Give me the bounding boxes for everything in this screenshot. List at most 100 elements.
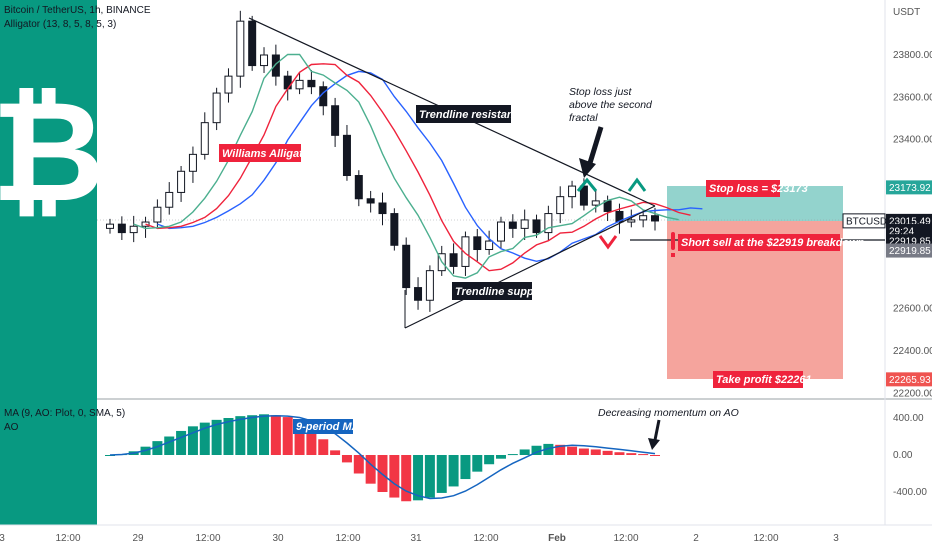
stop-note-line-3: fractal [569, 112, 598, 124]
time-tick-label: 30 [272, 533, 284, 544]
ao-bar [365, 455, 376, 484]
candle-body [378, 202, 387, 215]
price-tick-label: 23800.00 [893, 50, 932, 61]
ao-bar [543, 443, 554, 455]
ao-bar [650, 455, 660, 456]
ao-tick-label: 0.00 [893, 450, 913, 461]
williams-alligator-callout-bg [219, 144, 301, 162]
time-tick-label: 3 [0, 533, 5, 544]
time-tick-label: 12:00 [335, 533, 360, 544]
logo-panel [0, 0, 97, 525]
ao-legend[interactable]: AO [4, 422, 19, 433]
candle-body [591, 200, 600, 206]
ao-bar [306, 429, 317, 455]
exclamation-icon [671, 232, 675, 250]
ao-bar [484, 455, 495, 465]
price-tick-label: 23600.00 [893, 92, 932, 103]
short-sell-callout-bg [678, 234, 840, 251]
ao-bar [247, 415, 258, 455]
ao-axis: 400.00 0.00 -400.00 [893, 413, 927, 498]
time-tick-label: 3 [833, 533, 839, 544]
stop-note-line-1: Stop loss just [569, 86, 633, 98]
candle-body [639, 215, 648, 221]
ao-bar [389, 455, 400, 498]
down-fractal-icon [598, 235, 618, 250]
candle-body [106, 223, 114, 229]
candle-body [342, 134, 351, 177]
ao-tick-label: -400.00 [893, 487, 927, 498]
ao-bar [341, 455, 352, 463]
candle-body [402, 244, 411, 289]
candle-body [366, 198, 375, 204]
candle-body [236, 20, 245, 77]
ao-bar [578, 448, 589, 455]
time-tick-label: 2 [693, 533, 699, 544]
ao-bar [187, 426, 198, 455]
price-tag-label: 22919.85 [889, 246, 931, 257]
price-tag-bg [842, 213, 886, 229]
ao-ma-legend[interactable]: MA (9, AO: Plot, 0, SMA, 5) [4, 408, 126, 419]
ao-bar [152, 441, 163, 455]
stop-loss-callout-bg [706, 180, 780, 197]
price-tag-bg [886, 180, 932, 195]
price-tick-label: 22200.00 [893, 388, 932, 399]
time-tick-label: Feb [548, 533, 566, 544]
candle-body [414, 287, 423, 301]
take-profit-callout: Take profit $22261 [716, 374, 812, 386]
candle-body [188, 153, 197, 172]
ao-bar [460, 455, 471, 480]
candle-body [615, 210, 624, 223]
ao-bar [507, 454, 518, 456]
candle-body [532, 219, 541, 234]
trendline-support-callout: Trendline support [455, 286, 550, 298]
ao-bar [282, 417, 293, 455]
up-fractal-icon [576, 177, 598, 192]
stop-note-line-2: above the second [569, 99, 653, 111]
momentum-arrow-icon [648, 419, 661, 450]
ao-layer [105, 414, 660, 502]
candle-body [496, 221, 505, 242]
candle-body [473, 236, 482, 251]
up-fractal-icon [627, 177, 647, 192]
candle-body [651, 215, 659, 222]
price-axis: 23800.00 23600.00 23400.00 22600.00 22400.00… [893, 50, 932, 399]
ao-bar [176, 430, 187, 455]
candle-body [508, 221, 517, 229]
price-tag-label: BTCUSDT [846, 216, 893, 227]
candle-body [177, 170, 186, 193]
ao-bar [199, 422, 210, 455]
price-tick-label: 22400.00 [893, 346, 932, 357]
price-tick-label: 23400.00 [893, 135, 932, 146]
ao-bar [413, 455, 424, 501]
symbol-title[interactable]: Bitcoin / TetherUS, 1h, BINANCE [4, 5, 151, 16]
nine-ma-callout: 9-period MA [296, 421, 360, 433]
ao-ma-line [109, 414, 656, 500]
candle-body [129, 225, 138, 234]
momentum-note: Decreasing momentum on AO [598, 407, 739, 419]
currency-label: USDT [893, 7, 920, 18]
candle-body [544, 213, 553, 234]
candle-body [165, 191, 174, 208]
ao-bar [211, 419, 222, 455]
ao-bar [519, 449, 530, 455]
candle-body [331, 105, 340, 136]
time-tick-label: 12:00 [55, 533, 80, 544]
ao-bar [235, 416, 246, 455]
ao-bar [495, 455, 506, 459]
candle-body [568, 185, 577, 198]
alligator-legend[interactable]: Alligator (13, 8, 5, 8, 5, 3) [4, 19, 117, 30]
take-profit-callout-bg [713, 371, 803, 388]
time-tick-label: 31 [410, 533, 422, 544]
stop-loss-callout: Stop loss = $23173 [709, 183, 808, 195]
ao-bar [472, 455, 483, 472]
candle-body [271, 54, 280, 77]
time-tick-label: 12:00 [613, 533, 638, 544]
ao-bar [353, 455, 364, 474]
candle-body [449, 253, 458, 267]
candle-body [283, 75, 292, 90]
alligator-jaw-line [157, 70, 703, 263]
candle-body [295, 79, 304, 90]
stop-loss-arrow-icon [579, 126, 604, 178]
alligator-lips-line [133, 53, 679, 279]
